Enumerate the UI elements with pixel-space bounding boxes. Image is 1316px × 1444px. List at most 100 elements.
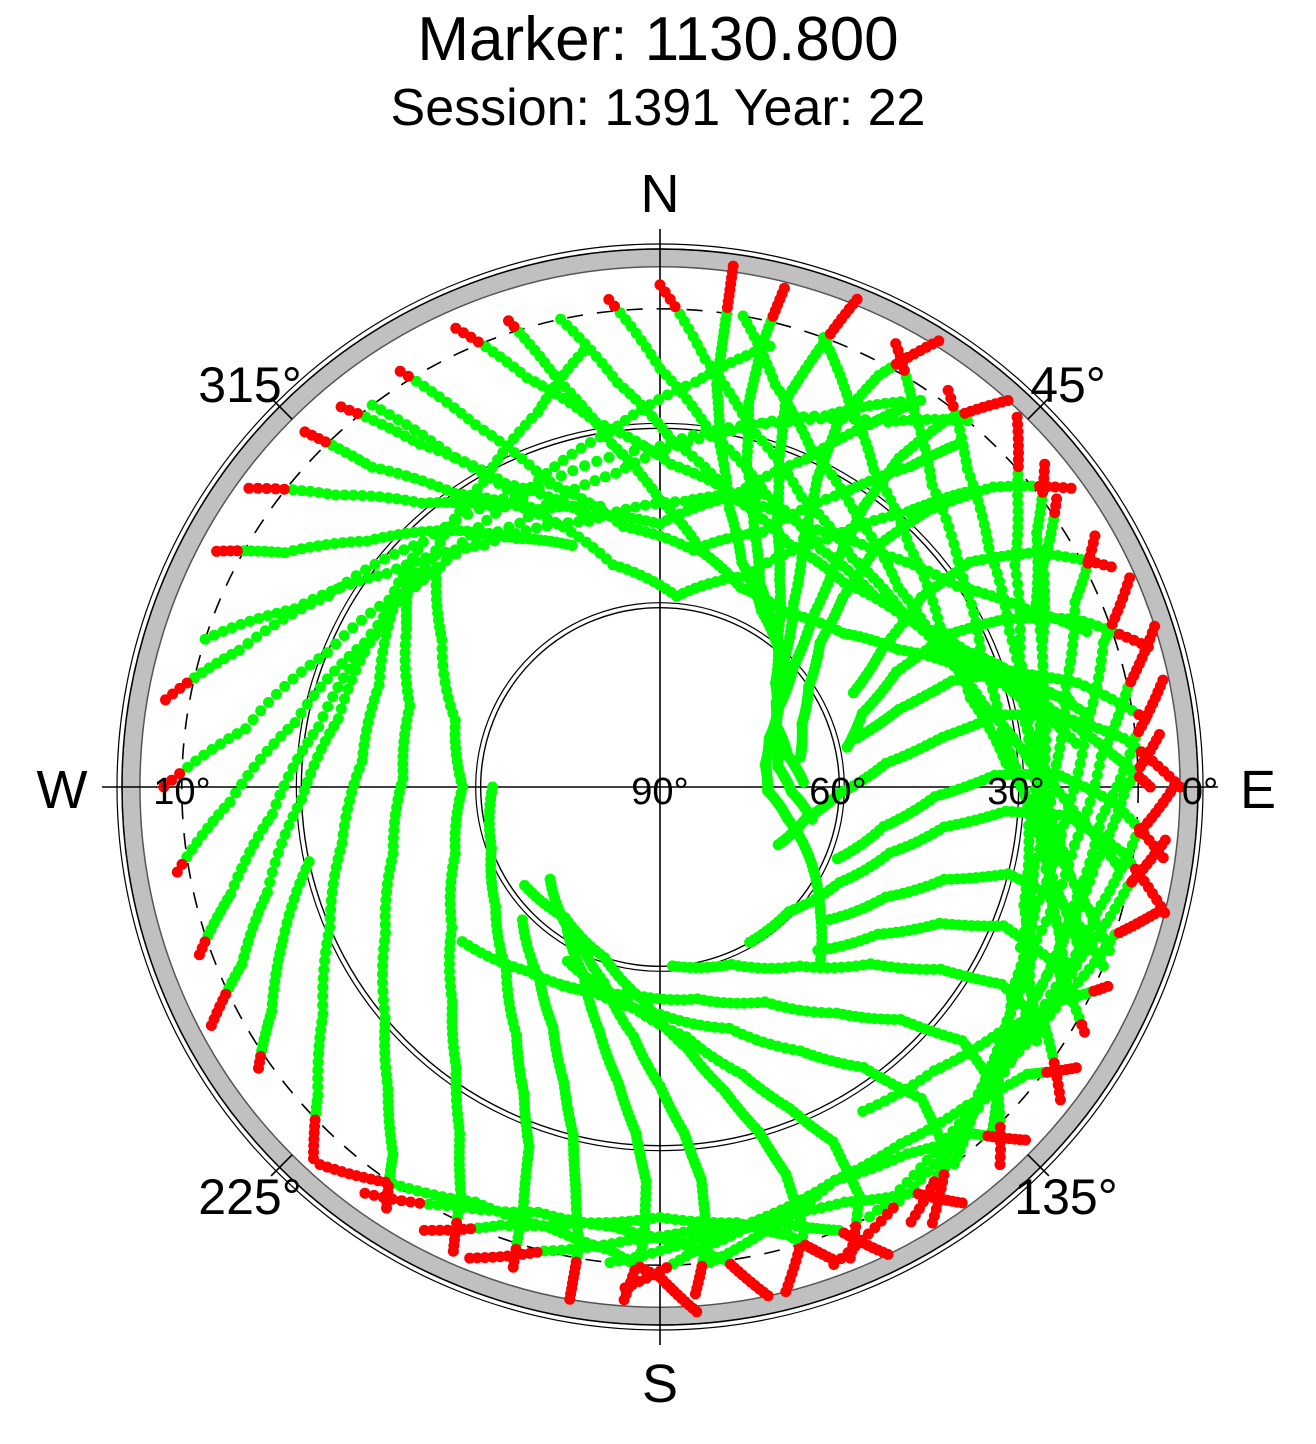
low-elevation-point-23 <box>994 1121 1006 1133</box>
track-point-5 <box>304 541 316 553</box>
track-point-6 <box>244 615 256 627</box>
track-point-9 <box>255 753 266 765</box>
track-point-10 <box>270 798 282 810</box>
track-point-21 <box>561 955 573 967</box>
track-point-8 <box>693 433 705 445</box>
track-point-9 <box>464 529 476 541</box>
track-point-10 <box>465 490 477 502</box>
track-point-15 <box>437 660 449 672</box>
track-point-4 <box>424 497 436 509</box>
track-point-53 <box>1091 769 1103 781</box>
track-point-2 <box>423 441 435 453</box>
track-point-8 <box>492 526 504 538</box>
track-point-10 <box>459 498 471 510</box>
track-point-1 <box>478 424 490 436</box>
track-point-13 <box>374 671 386 683</box>
azimuth-tick-315 <box>270 397 293 420</box>
track-point-1 <box>410 375 422 387</box>
track-point-8 <box>356 614 367 626</box>
track-point-14 <box>377 951 389 963</box>
track-point-13 <box>312 1089 324 1101</box>
track-point-13 <box>317 981 329 993</box>
track-point-10 <box>454 505 466 517</box>
track-point-11 <box>412 544 424 556</box>
low-elevation-point-48 <box>1012 461 1024 473</box>
low-elevation-point-65 <box>368 1189 380 1201</box>
track-point-7 <box>259 625 271 637</box>
track-point-13 <box>377 646 389 658</box>
low-elevation-point-54 <box>1133 726 1145 738</box>
track-point-8 <box>313 653 325 665</box>
track-point-14 <box>378 1003 390 1015</box>
track-point-9 <box>557 454 569 466</box>
track-point-11 <box>393 577 405 589</box>
track-point-14 <box>377 994 389 1006</box>
track-point-4 <box>440 497 452 508</box>
low-elevation-point-66 <box>634 1261 646 1273</box>
track-point-27 <box>744 936 756 948</box>
track-point-8 <box>247 714 259 726</box>
track-point-13 <box>317 972 329 984</box>
track-point-10 <box>439 529 450 541</box>
track-point-6 <box>630 501 641 513</box>
track-point-51 <box>1043 806 1055 817</box>
track-point-8 <box>214 738 226 750</box>
track-point-1 <box>795 504 807 516</box>
track-point-11 <box>350 664 362 676</box>
low-elevation-point-47 <box>947 400 959 412</box>
track-point-14 <box>377 960 389 972</box>
track-point-7 <box>485 498 497 510</box>
track-point-6 <box>592 512 604 524</box>
track-point-2 <box>414 438 426 450</box>
track-point-1 <box>486 430 498 441</box>
track-point-1 <box>820 493 832 505</box>
track-point-10 <box>282 771 294 783</box>
track-point-7 <box>268 619 280 631</box>
track-point-8 <box>322 647 333 659</box>
track-point-13 <box>342 803 353 815</box>
track-point-10 <box>302 737 314 748</box>
track-point-2 <box>499 477 511 489</box>
track-point-14 <box>405 557 417 569</box>
track-point-11 <box>301 776 313 788</box>
low-elevation-point-58 <box>1113 927 1125 939</box>
track-point-8 <box>198 749 210 761</box>
track-point-48 <box>1010 569 1022 581</box>
track-point-11 <box>287 811 299 822</box>
track-point-13 <box>376 654 387 666</box>
track-point-13 <box>318 964 330 976</box>
track-point-52 <box>1079 730 1091 742</box>
low-elevation-point-51 <box>1082 557 1094 569</box>
track-point-10 <box>287 762 299 774</box>
track-point-9 <box>619 414 631 426</box>
track-point-13 <box>329 869 341 881</box>
low-elevation-point-65 <box>725 1258 736 1270</box>
track-point-7 <box>295 603 307 615</box>
track-point-7 <box>251 631 263 643</box>
track-point-13 <box>317 990 329 1002</box>
track-point-8 <box>569 483 581 495</box>
track-point-4 <box>330 489 342 501</box>
track-point-9 <box>282 723 294 735</box>
track-point-5 <box>345 536 357 548</box>
track-point-51 <box>1046 787 1058 798</box>
track-point-6 <box>253 612 265 624</box>
track-point-8 <box>726 425 738 437</box>
track-point-2 <box>450 452 462 464</box>
track-point-31 <box>841 741 853 753</box>
track-point-7 <box>369 558 381 570</box>
track-point-11 <box>332 713 344 725</box>
track-point-6 <box>199 633 211 645</box>
track-point-10 <box>327 691 339 703</box>
track-point-11 <box>359 646 371 658</box>
track-point-8 <box>808 410 820 422</box>
track-point-14 <box>377 968 388 980</box>
track-point-2 <box>467 460 479 472</box>
track-point-14 <box>399 639 411 651</box>
track-point-6 <box>583 515 595 527</box>
track-point-6 <box>703 491 714 503</box>
track-point-7 <box>898 415 909 426</box>
track-point-14 <box>380 894 392 906</box>
track-point-9 <box>481 514 493 526</box>
low-elevation-point-17 <box>570 1256 582 1268</box>
